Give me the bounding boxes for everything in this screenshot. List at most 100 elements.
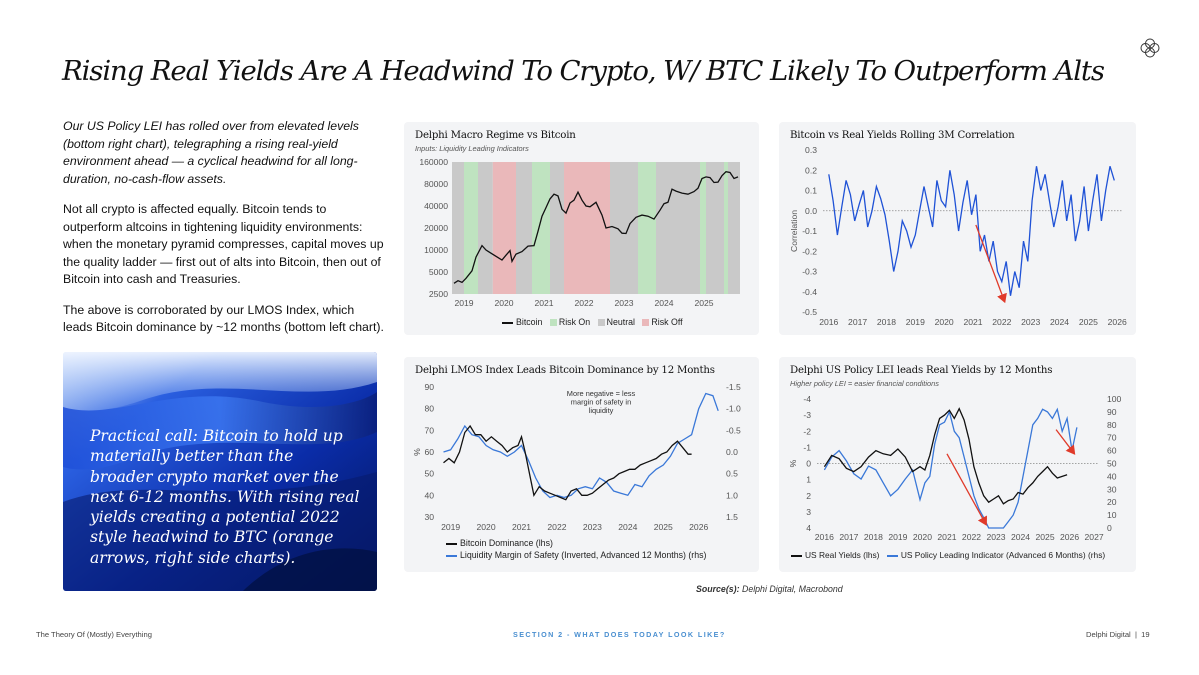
legend-label: Neutral (606, 317, 635, 327)
y2-tick-label: 0 (1107, 523, 1112, 533)
page-title: Rising Real Yields Are A Headwind To Cry… (62, 55, 1105, 87)
body-text: Our US Policy LEI has rolled over from e… (63, 118, 385, 350)
footer-document-title: The Theory Of (Mostly) Everything (36, 630, 152, 639)
y2-tick-label: 10 (1107, 510, 1117, 520)
regime-band (724, 162, 728, 294)
x-tick-label: 2026 (1108, 317, 1127, 327)
x-tick-label: 2025 (1079, 317, 1098, 327)
chart-title: Bitcoin vs Real Yields Rolling 3M Correl… (790, 130, 1015, 141)
x-tick-label: 2022 (962, 532, 981, 542)
regime-band (492, 162, 516, 294)
x-tick-label: 2023 (986, 532, 1005, 542)
source-label: Source(s): (696, 584, 740, 594)
y-tick-label: 20000 (424, 223, 448, 233)
legend-item-policy-lei: US Policy Leading Indicator (Advanced 6 … (886, 550, 1106, 560)
annotation-arrow (946, 453, 987, 526)
x-tick-label: 2020 (494, 298, 513, 308)
x-tick-label: 2017 (839, 532, 858, 542)
x-tick-label: 2021 (512, 522, 531, 532)
legend-item-risk-off: Risk Off (642, 317, 683, 327)
legend-label: Liquidity Margin of Safety (Inverted, Ad… (460, 550, 707, 560)
x-tick-label: 2021 (937, 532, 956, 542)
y-tick-label: 10000 (424, 245, 448, 255)
annotation-text-line: margin of safety in (571, 398, 631, 407)
callout-background (63, 352, 377, 591)
x-tick-label: 2024 (1050, 317, 1069, 327)
y-tick-label: 80 (424, 404, 434, 414)
legend-item-real-yields: US Real Yields (lhs) (791, 550, 879, 560)
x-tick-label: 2022 (574, 298, 593, 308)
chart-panel-correlation: Bitcoin vs Real Yields Rolling 3M Correl… (779, 122, 1136, 335)
regime-band (452, 162, 464, 294)
x-tick-label: 2016 (815, 532, 834, 542)
source-note: Source(s): Delphi Digital, Macrobond (696, 584, 843, 594)
y-tick-label: 70 (424, 425, 434, 435)
annotation-arrow (975, 224, 1007, 304)
regime-band (700, 162, 706, 294)
x-tick-label: 2025 (694, 298, 713, 308)
y2-tick-label: 100 (1107, 394, 1122, 404)
callout-text: Practical call: Bitcoin to hold up mater… (90, 427, 360, 567)
y-tick-label: 0.1 (805, 186, 817, 196)
legend-label: Risk Off (651, 317, 683, 327)
footer-page: Delphi Digital | 19 (1086, 630, 1150, 639)
y2-tick-label: 90 (1107, 407, 1117, 417)
y-tick-label: 0.2 (805, 165, 817, 175)
annotation-text-line: More negative = less (567, 389, 636, 398)
y-tick-label: -2 (803, 426, 811, 436)
legend-item-bitcoin: Bitcoin (502, 317, 542, 327)
y2-tick-label: 40 (1107, 471, 1117, 481)
y-tick-label: 40000 (424, 201, 448, 211)
paragraph-3: The above is corroborated by our LMOS In… (63, 302, 384, 335)
chart-subtitle: Higher policy LEI = easier financial con… (790, 379, 939, 388)
y-tick-label: -0.2 (802, 246, 817, 256)
regime-band (656, 162, 700, 294)
y2-tick-label: 0.0 (726, 447, 738, 457)
chart-subtitle: Inputs: Liquidity Leading Indicators (415, 144, 529, 153)
y-axis-label: Correlation (789, 210, 799, 252)
legend-label: Bitcoin Dominance (lhs) (460, 538, 553, 548)
legend-label: Risk On (558, 317, 591, 327)
y-tick-label: 90 (424, 382, 434, 392)
paragraph-1: Our US Policy LEI has rolled over from e… (63, 119, 359, 186)
y-tick-label: 2 (806, 491, 811, 501)
x-tick-label: 2024 (618, 522, 637, 532)
series-line-real-yields (823, 407, 1068, 505)
y-tick-label: -0.5 (802, 307, 817, 317)
y-tick-label: 5000 (429, 267, 448, 277)
legend-item-lmos: Liquidity Margin of Safety (Inverted, Ad… (446, 549, 706, 561)
legend-label: US Policy Leading Indicator (Advanced 6 … (900, 550, 1106, 560)
x-tick-label: 2025 (1035, 532, 1054, 542)
y-tick-label: -4 (803, 394, 811, 404)
paragraph-2: Not all crypto is affected equally. Bitc… (63, 202, 384, 286)
x-tick-label: 2022 (547, 522, 566, 532)
x-tick-label: 2021 (963, 317, 982, 327)
x-tick-label: 2025 (654, 522, 673, 532)
x-tick-label: 2018 (877, 317, 896, 327)
x-tick-label: 2027 (1085, 532, 1104, 542)
y2-tick-label: 50 (1107, 459, 1117, 469)
x-tick-label: 2019 (441, 522, 460, 532)
y2-tick-label: 70 (1107, 433, 1117, 443)
y-tick-label: -1 (803, 442, 811, 452)
series-line-bitcoin (453, 170, 739, 284)
x-tick-label: 2026 (689, 522, 708, 532)
chart-title: Delphi Macro Regime vs Bitcoin (415, 130, 576, 141)
footer-section: SECTION 2 - WHAT DOES TODAY LOOK LIKE? (513, 630, 726, 639)
x-tick-label: 2020 (935, 317, 954, 327)
legend-item-risk-on: Risk On (549, 317, 591, 327)
y-tick-label: -3 (803, 410, 811, 420)
y2-tick-label: 60 (1107, 446, 1117, 456)
y-tick-label: 0.3 (805, 145, 817, 155)
series-line-correlation (828, 166, 1115, 296)
correlation-chart: -0.5 -0.4 -0.3 -0.2 -0.1 0.0 0.1 0.2 0.3 2016 2017… (789, 145, 1127, 327)
y-tick-label: 40 (424, 490, 434, 500)
chart-legend: Bitcoin Risk On Neutral Risk Off (502, 316, 688, 328)
source-text: Delphi Digital, Macrobond (741, 584, 843, 594)
y-tick-label: 50 (424, 469, 434, 479)
legend-label: US Real Yields (lhs) (805, 550, 880, 560)
y-tick-label: 80000 (424, 179, 448, 189)
y-tick-label: 3 (806, 507, 811, 517)
x-tick-label: 2023 (583, 522, 602, 532)
y2-tick-label: 0.5 (726, 469, 738, 479)
